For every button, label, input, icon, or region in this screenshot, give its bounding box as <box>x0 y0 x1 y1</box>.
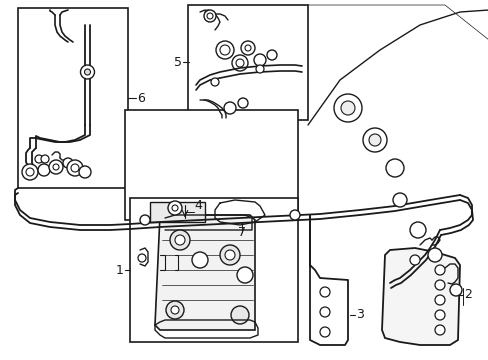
Circle shape <box>175 235 184 245</box>
Circle shape <box>368 134 380 146</box>
Bar <box>130 198 297 342</box>
Circle shape <box>63 158 73 168</box>
Circle shape <box>231 55 247 71</box>
Circle shape <box>203 10 216 22</box>
Text: 3: 3 <box>355 309 363 321</box>
Circle shape <box>216 41 234 59</box>
Text: 4: 4 <box>194 198 202 212</box>
Polygon shape <box>155 215 254 330</box>
Circle shape <box>434 280 444 290</box>
Circle shape <box>434 265 444 275</box>
Circle shape <box>409 255 419 265</box>
Circle shape <box>253 54 265 66</box>
Circle shape <box>224 102 236 114</box>
Text: 6: 6 <box>137 91 144 104</box>
Bar <box>18 8 128 188</box>
Circle shape <box>26 168 34 176</box>
Circle shape <box>210 78 219 86</box>
Circle shape <box>333 94 361 122</box>
Circle shape <box>230 306 248 324</box>
Circle shape <box>256 65 264 73</box>
Circle shape <box>392 193 406 207</box>
Circle shape <box>319 327 329 337</box>
Circle shape <box>168 201 182 215</box>
Circle shape <box>224 250 235 260</box>
Bar <box>125 110 297 220</box>
Circle shape <box>340 101 354 115</box>
Circle shape <box>22 164 38 180</box>
Circle shape <box>172 205 178 211</box>
Circle shape <box>220 245 240 265</box>
Circle shape <box>71 164 79 172</box>
Circle shape <box>79 166 91 178</box>
Circle shape <box>138 254 146 262</box>
Circle shape <box>165 301 183 319</box>
Circle shape <box>319 307 329 317</box>
Circle shape <box>81 65 94 79</box>
Circle shape <box>192 252 207 268</box>
Circle shape <box>319 287 329 297</box>
Circle shape <box>289 210 299 220</box>
Circle shape <box>38 164 50 176</box>
Text: 2: 2 <box>463 288 471 302</box>
Circle shape <box>53 164 59 170</box>
Circle shape <box>206 13 213 19</box>
Circle shape <box>385 159 403 177</box>
Circle shape <box>171 306 179 314</box>
Circle shape <box>241 41 254 55</box>
Circle shape <box>140 215 150 225</box>
Bar <box>187 5 307 120</box>
Circle shape <box>170 230 190 250</box>
Circle shape <box>220 45 229 55</box>
Circle shape <box>67 160 83 176</box>
Polygon shape <box>381 248 459 345</box>
Circle shape <box>244 45 250 51</box>
Circle shape <box>427 248 441 262</box>
Circle shape <box>434 310 444 320</box>
Text: 1: 1 <box>116 264 124 276</box>
Circle shape <box>238 98 247 108</box>
Bar <box>150 202 204 222</box>
Circle shape <box>236 59 244 67</box>
Text: 7: 7 <box>238 225 245 239</box>
Circle shape <box>49 160 63 174</box>
Circle shape <box>434 325 444 335</box>
Text: 5: 5 <box>174 55 182 68</box>
Circle shape <box>237 267 252 283</box>
Circle shape <box>41 155 49 163</box>
Circle shape <box>449 284 461 296</box>
Circle shape <box>266 50 276 60</box>
Circle shape <box>434 295 444 305</box>
Circle shape <box>409 222 425 238</box>
Circle shape <box>84 69 90 75</box>
Circle shape <box>35 155 43 163</box>
Circle shape <box>362 128 386 152</box>
